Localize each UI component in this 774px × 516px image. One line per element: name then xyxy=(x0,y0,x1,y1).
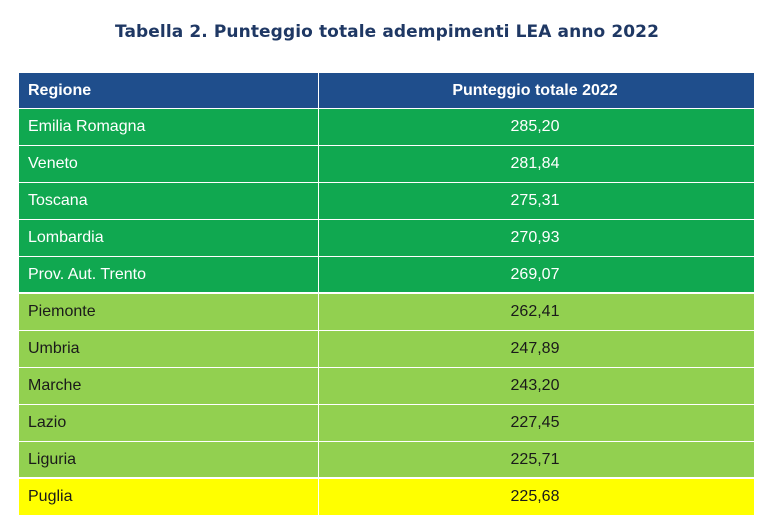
table-title: Tabella 2. Punteggio totale adempimenti … xyxy=(114,22,660,42)
region-cell: Toscana xyxy=(19,183,319,219)
region-cell: Piemonte xyxy=(19,294,319,330)
score-cell: 270,93 xyxy=(510,229,560,246)
lea-score-table: Regione Punteggio totale 2022 Emilia Rom… xyxy=(19,73,754,516)
score-cell: 227,45 xyxy=(510,414,560,431)
score-cell: 262,41 xyxy=(510,303,560,320)
table-row: Liguria 225,71 xyxy=(19,442,754,479)
region-cell: Umbria xyxy=(19,331,319,367)
region-cell: Emilia Romagna xyxy=(19,109,319,145)
score-cell: 225,71 xyxy=(510,450,560,468)
table-row: Marche 243,20 xyxy=(19,368,754,405)
table-row: Prov. Aut. Trento 269,07 xyxy=(19,257,754,294)
table-row: Lazio 227,45 xyxy=(19,405,754,442)
region-cell: Veneto xyxy=(19,146,319,182)
table-row: Lombardia 270,93 xyxy=(19,220,754,257)
table-row: Puglia 225,68 xyxy=(19,479,754,516)
table-row: Veneto 281,84 xyxy=(19,146,754,183)
table-row: Umbria 247,89 xyxy=(19,331,754,368)
column-header-score: Punteggio totale 2022 xyxy=(452,81,618,99)
table-header-row: Regione Punteggio totale 2022 xyxy=(19,73,754,109)
region-cell: Lazio xyxy=(19,405,319,441)
score-cell: 225,68 xyxy=(510,488,560,505)
score-cell: 247,89 xyxy=(510,340,560,357)
table-row: Emilia Romagna 285,20 xyxy=(19,109,754,146)
table-row: Toscana 275,31 xyxy=(19,183,754,220)
column-header-region: Regione xyxy=(19,73,319,108)
score-cell: 285,20 xyxy=(510,118,560,135)
score-cell: 275,31 xyxy=(510,192,560,209)
score-cell: 281,84 xyxy=(510,155,560,172)
score-cell: 269,07 xyxy=(510,265,560,283)
table-row: Piemonte 262,41 xyxy=(19,294,754,331)
score-cell: 243,20 xyxy=(510,377,560,394)
region-cell: Lombardia xyxy=(19,220,319,256)
region-cell: Marche xyxy=(19,368,319,404)
region-cell: Liguria xyxy=(19,442,319,477)
region-cell: Puglia xyxy=(19,479,319,515)
region-cell: Prov. Aut. Trento xyxy=(19,257,319,292)
